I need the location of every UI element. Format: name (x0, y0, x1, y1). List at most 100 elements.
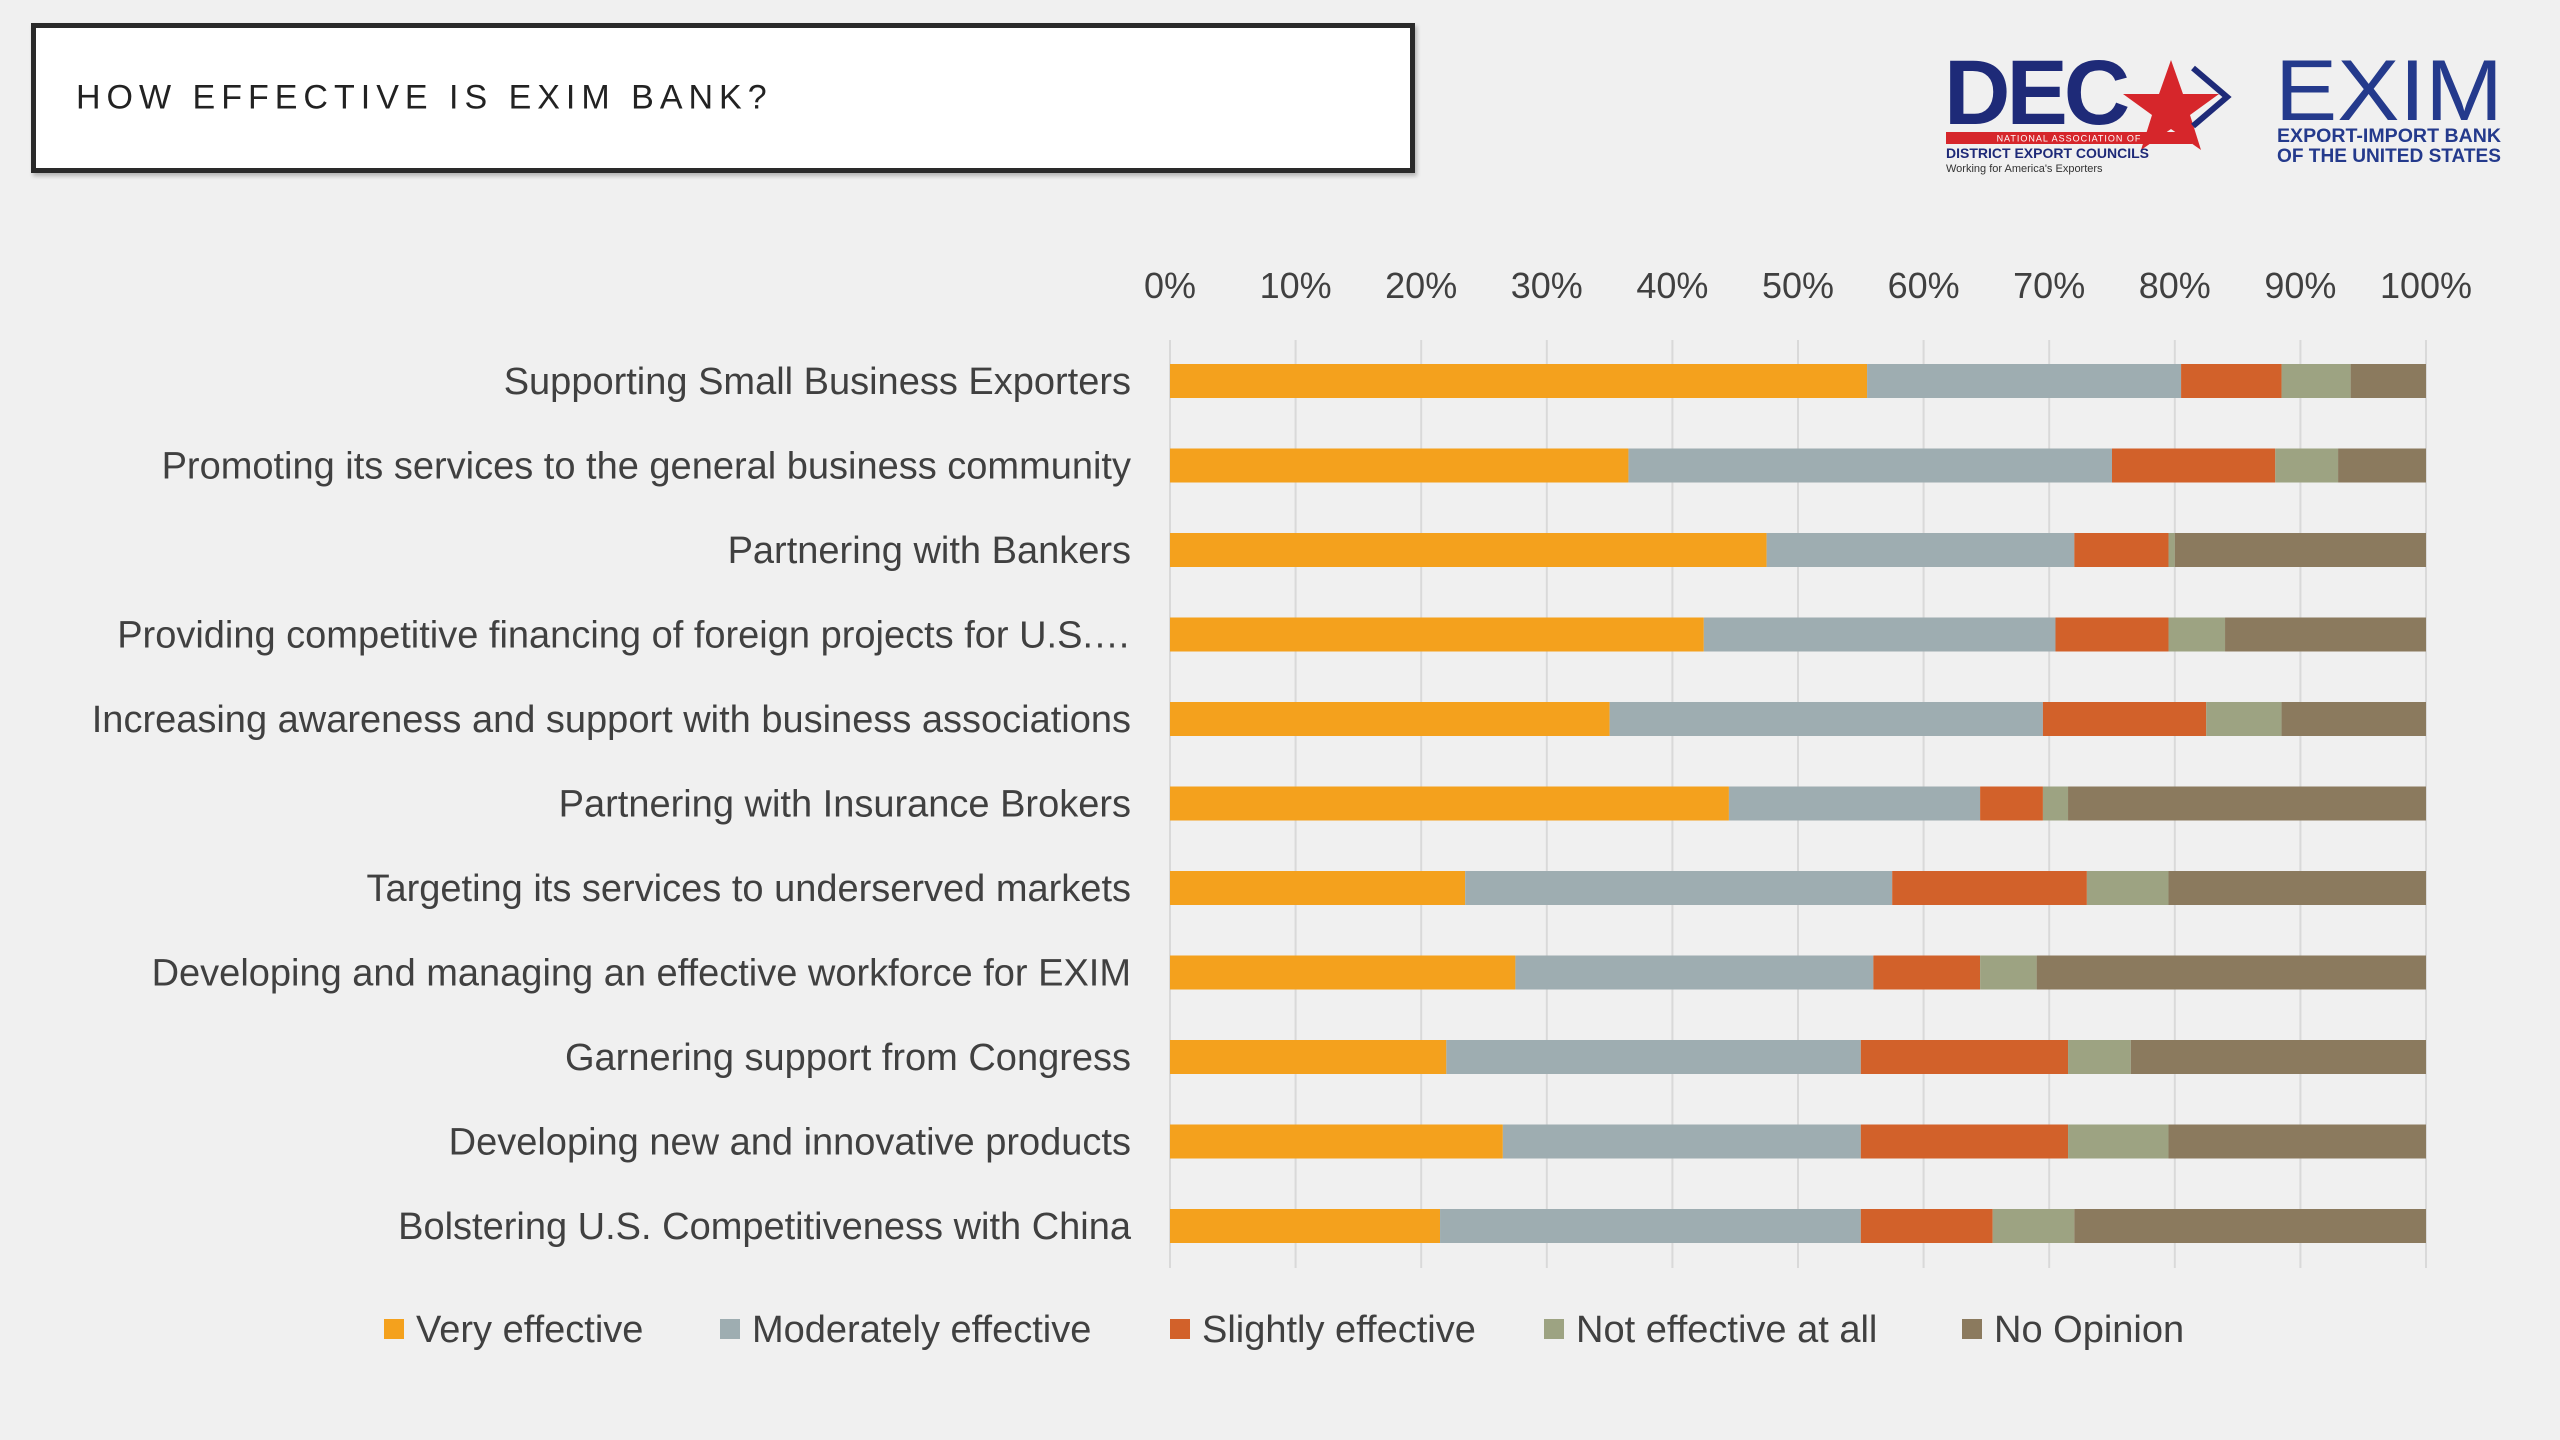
title-box: HOW EFFECTIVE IS EXIM BANK? (31, 23, 1415, 173)
bar-segment (2181, 364, 2282, 398)
legend-label: Very effective (416, 1309, 643, 1351)
bar-segment (1502, 1124, 1861, 1159)
legend-swatch (1170, 1319, 1190, 1339)
category-label: Developing new and innovative products (449, 1122, 1131, 1164)
bar-segment (2074, 1209, 2426, 1243)
bar-segment (1440, 1209, 1861, 1243)
bar-segment (1980, 955, 2037, 990)
bar-segment (2168, 871, 2426, 905)
bar-segment (1860, 1124, 2069, 1159)
dec-logo-line2: DISTRICT EXPORT COUNCILS (1946, 145, 2149, 161)
dec-logo-line3: Working for America's Exporters (1946, 163, 2103, 175)
bar-segment (1860, 1040, 2069, 1074)
exim-logo-line2: OF THE UNITED STATES (2277, 146, 2501, 167)
bar-segment (1170, 955, 1516, 990)
bar-segment (2042, 702, 2207, 736)
bar-segment (2086, 871, 2169, 905)
bar-segment (1867, 364, 2182, 398)
legend-swatch (1544, 1319, 1564, 1339)
category-label: Partnering with Insurance Brokers (559, 784, 1131, 826)
page-title: HOW EFFECTIVE IS EXIM BANK? (76, 78, 773, 117)
bar-segment (1170, 786, 1729, 821)
bar-segment (2036, 955, 2426, 990)
category-label: Bolstering U.S. Competitiveness with Chi… (398, 1206, 1132, 1248)
bar-segment (2168, 1124, 2426, 1159)
bar-segment (2281, 702, 2426, 736)
bar-segment (2350, 364, 2426, 398)
bar-segment (2130, 1040, 2426, 1074)
legend-swatch (384, 1319, 404, 1339)
bar-segment (1170, 448, 1629, 483)
dec-logo-text: DEC (1944, 42, 2128, 144)
bar-segment (2338, 448, 2426, 483)
bar-segment (2068, 1040, 2131, 1074)
bar-segment (1860, 1209, 1993, 1243)
bar-segment (2112, 448, 2276, 483)
bar-segment (1170, 1040, 1447, 1074)
chevron-right-icon (2191, 65, 2232, 129)
category-label: Promoting its services to the general bu… (162, 446, 1131, 488)
bar-segment (2281, 364, 2351, 398)
exim-logo: EXIM EXPORT-IMPORT BANK OF THE UNITED ST… (2275, 43, 2503, 167)
category-label: Developing and managing an effective wor… (152, 953, 1131, 995)
bar-segment (2068, 786, 2426, 821)
logos: DEC NATIONAL ASSOCIATION OF DISTRICT EXP… (1944, 42, 2503, 175)
x-tick-label: 30% (1511, 265, 1583, 306)
category-label: Targeting its services to underserved ma… (366, 868, 1131, 910)
bar-segment (1170, 533, 1767, 567)
legend-label: Not effective at all (1576, 1309, 1877, 1351)
x-tick-label: 10% (1260, 265, 1332, 306)
legend-label: Slightly effective (1202, 1309, 1476, 1351)
bar-segment (1703, 617, 2056, 652)
bar-segment (2168, 533, 2175, 567)
bar-segment (2275, 448, 2339, 483)
x-tick-label: 60% (1888, 265, 1960, 306)
legend-label: Moderately effective (752, 1309, 1091, 1351)
bar-segment (1628, 448, 2112, 483)
bar-segment (1446, 1040, 1861, 1074)
category-label: Providing competitive financing of forei… (117, 615, 1131, 657)
legend-swatch (720, 1319, 740, 1339)
bar-segment (1992, 1209, 2075, 1243)
x-tick-label: 40% (1636, 265, 1708, 306)
x-tick-label: 100% (2380, 265, 2472, 306)
x-tick-label: 90% (2264, 265, 2336, 306)
bar-segment (2168, 617, 2226, 652)
bar-segment (1170, 364, 1868, 398)
bar-segment (1609, 702, 2043, 736)
exim-logo-line1: EXPORT-IMPORT BANK (2277, 126, 2501, 147)
bar-segment (1515, 955, 1874, 990)
bar-segment (1465, 871, 1893, 905)
bar-segment (2055, 617, 2169, 652)
bar-segment (1170, 1209, 1441, 1243)
category-label: Garnering support from Congress (565, 1037, 1131, 1079)
bar-segment (1892, 871, 2087, 905)
category-label: Increasing awareness and support with bu… (92, 699, 1131, 741)
dec-logo: DEC NATIONAL ASSOCIATION OF DISTRICT EXP… (1944, 42, 2232, 175)
bar-segment (2042, 786, 2069, 821)
bar-segment (1873, 955, 1981, 990)
bar-segment (2206, 702, 2282, 736)
dec-red-band (1946, 132, 2192, 144)
bar-segment (1170, 702, 1610, 736)
legend-label: No Opinion (1994, 1309, 2184, 1351)
bar-segment (1170, 871, 1466, 905)
star-icon (2123, 60, 2219, 150)
category-label: Partnering with Bankers (728, 530, 1131, 572)
bar-segment (1980, 786, 2043, 821)
bar-segment (2174, 533, 2426, 567)
x-tick-label: 80% (2139, 265, 2211, 306)
bar-segment (1170, 617, 1704, 652)
category-label: Supporting Small Business Exporters (504, 361, 1131, 403)
exim-logo-text: EXIM (2275, 43, 2503, 139)
x-tick-label: 0% (1144, 265, 1196, 306)
x-tick-label: 70% (2013, 265, 2085, 306)
dec-logo-line1: NATIONAL ASSOCIATION OF (1997, 134, 2142, 144)
legend-swatch (1962, 1319, 1982, 1339)
bar-segment (2068, 1124, 2169, 1159)
x-tick-label: 20% (1385, 265, 1457, 306)
bar-segment (2074, 533, 2169, 567)
x-tick-label: 50% (1762, 265, 1834, 306)
bar-segment (1170, 1124, 1503, 1159)
